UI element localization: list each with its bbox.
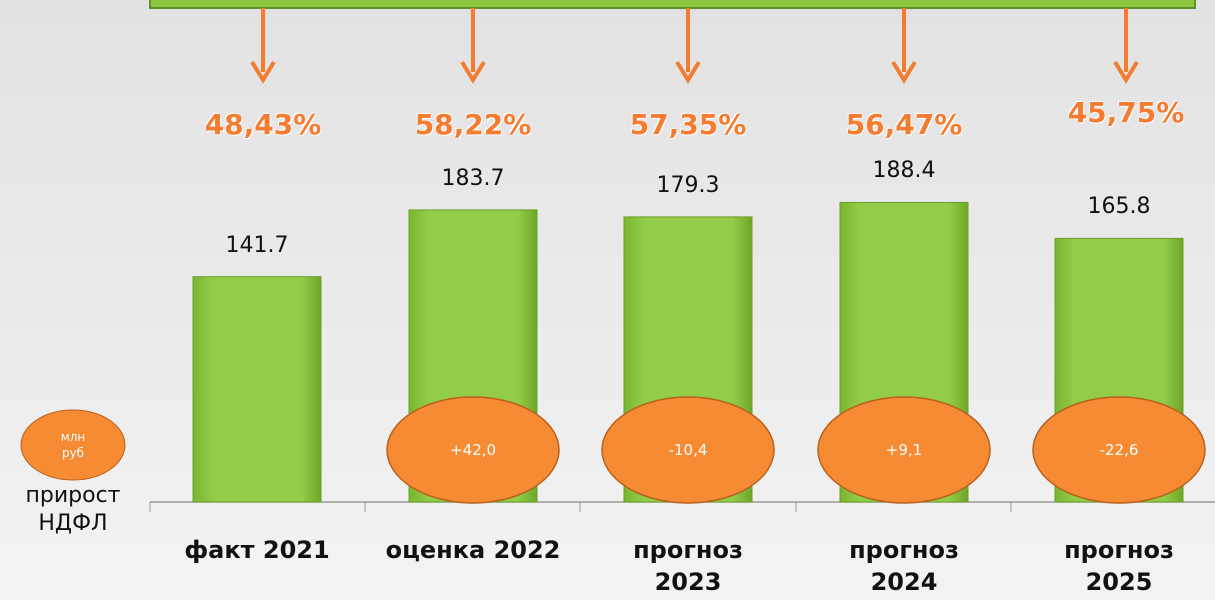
unit-badge (20, 409, 126, 481)
arrow-head (460, 60, 486, 84)
value-label: 179.3 (656, 172, 720, 198)
x-tick-label: прогноз 2023 (633, 536, 743, 596)
arrow-head (250, 60, 276, 84)
arrow-head (891, 60, 917, 84)
growth-label: прирост НДФЛ (25, 483, 121, 536)
share-label: 56,47% (845, 108, 963, 141)
x-tick-label: факт 2021 (184, 536, 330, 564)
value-label: 183.7 (441, 165, 505, 191)
growth-value: -22,6 (1099, 441, 1139, 459)
growth-value: -10,4 (668, 441, 708, 459)
bar (192, 276, 322, 503)
value-label: 165.8 (1087, 194, 1151, 220)
unit-label: млн руб (60, 430, 86, 460)
banner (149, 0, 1196, 9)
x-tick-label: прогноз 2024 (849, 536, 959, 596)
share-label: 57,35% (629, 108, 747, 141)
growth-badge (601, 396, 775, 504)
growth-badge (386, 396, 560, 504)
x-tick-label: оценка 2022 (385, 536, 561, 564)
arrow-head (1113, 60, 1139, 84)
share-label: 58,22% (414, 108, 532, 141)
value-label: 141.7 (225, 232, 289, 258)
share-label: 45,75% (1067, 96, 1185, 129)
growth-badge (817, 396, 991, 504)
growth-value: +42,0 (450, 441, 496, 459)
value-label: 188.4 (872, 158, 936, 184)
growth-badge (1032, 396, 1206, 504)
growth-value: +9,1 (885, 441, 923, 459)
share-label: 48,43% (204, 108, 322, 141)
arrow-head (675, 60, 701, 84)
x-tick-label: прогноз 2025 (1064, 536, 1174, 596)
